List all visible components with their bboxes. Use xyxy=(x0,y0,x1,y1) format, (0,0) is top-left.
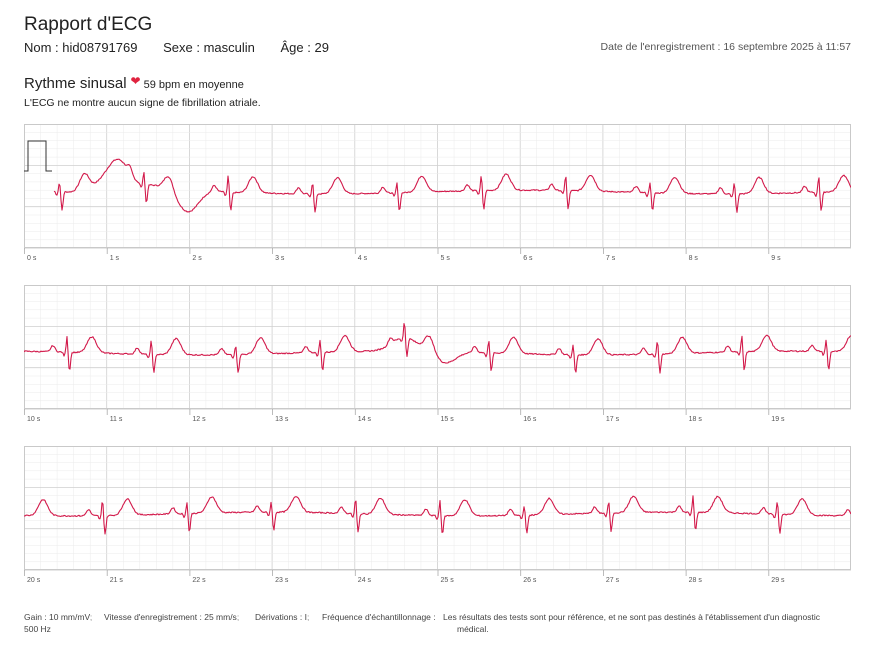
footer-speed: Vitesse d'enregistrement : 25 mm/s; xyxy=(104,612,240,622)
report-title: Rapport d'ECG xyxy=(24,14,153,35)
recording-date: Date de l'enregistrement : 16 septembre … xyxy=(600,41,851,53)
time-tick-label: 7 s xyxy=(606,255,616,262)
time-tick-label: 20 s xyxy=(27,577,41,584)
footer-leads: Dérivations : I; xyxy=(255,612,310,622)
time-tick-label: 29 s xyxy=(771,577,785,584)
time-tick-label: 5 s xyxy=(441,255,451,262)
time-tick-label: 9 s xyxy=(771,255,781,262)
time-tick-label: 19 s xyxy=(771,416,785,423)
time-tick-label: 1 s xyxy=(110,255,120,262)
time-tick-label: 15 s xyxy=(441,416,455,423)
patient-name: Nom : hid08791769 xyxy=(24,40,138,55)
heart-icon: ❤ xyxy=(130,74,141,88)
time-tick-label: 22 s xyxy=(192,577,206,584)
footer-gain-rate: 500 Hz xyxy=(24,624,51,634)
time-tick-label: 0 s xyxy=(27,255,37,262)
ecg-trace xyxy=(24,323,851,374)
ecg-strip-2: 10 s 11 s 12 s 13 s 14 s 15 s 16 s 17 s 18 s 19 s xyxy=(24,285,851,433)
time-tick-label: 2 s xyxy=(192,255,202,262)
footer-disclaimer: Les résultats des tests sont pour référe… xyxy=(443,612,820,634)
footer-gain: Gain : 10 mm/mV; 500 Hz xyxy=(24,612,93,634)
time-tick-label: 28 s xyxy=(689,577,703,584)
footer-sampling: Fréquence d'échantillonnage : xyxy=(322,612,436,622)
afib-note: L'ECG ne montre aucun signe de fibrillat… xyxy=(24,97,261,109)
patient-sex: Sexe : masculin xyxy=(163,40,255,55)
ecg-strip-3: 20 s 21 s 22 s 23 s 24 s 25 s 26 s 27 s 28 s 29 s xyxy=(24,446,851,594)
time-tick-label: 6 s xyxy=(523,255,533,262)
time-tick-label: 24 s xyxy=(358,577,372,584)
time-tick-label: 26 s xyxy=(523,577,537,584)
rhythm-label: Rythme sinusal xyxy=(24,75,127,92)
time-tick-label: 13 s xyxy=(275,416,289,423)
average-bpm: 59 bpm en moyenne xyxy=(143,79,244,91)
ecg-grid xyxy=(24,446,851,571)
time-tick-label: 23 s xyxy=(275,577,289,584)
time-tick-label: 25 s xyxy=(441,577,455,584)
time-tick-label: 3 s xyxy=(275,255,285,262)
rhythm-summary: Rythme sinusal ❤ 59 bpm en moyenne xyxy=(24,74,244,92)
time-tick-label: 10 s xyxy=(27,416,41,423)
ecg-grid xyxy=(24,285,851,410)
ecg-strip-svg-1: 0 s 1 s 2 s 3 s 4 s 5 s 6 s 7 s 8 s 9 s xyxy=(24,124,851,262)
ecg-strip-svg-2: 10 s 11 s 12 s 13 s 14 s 15 s 16 s 17 s 18 s 19 s xyxy=(24,285,851,423)
time-tick-label: 8 s xyxy=(689,255,699,262)
time-tick-label: 18 s xyxy=(689,416,703,423)
ecg-strip-svg-3: 20 s 21 s 22 s 23 s 24 s 25 s 26 s 27 s 28 s 29 s xyxy=(24,446,851,584)
ecg-trace xyxy=(53,158,851,213)
patient-age: Âge : 29 xyxy=(280,40,329,55)
time-tick-label: 4 s xyxy=(358,255,368,262)
ecg-grid xyxy=(24,124,851,249)
time-tick-label: 12 s xyxy=(192,416,206,423)
ecg-trace xyxy=(24,495,851,535)
calibration-pulse xyxy=(24,140,52,172)
patient-info: Nom : hid08791769 Sexe : masculin Âge : … xyxy=(24,40,351,55)
time-tick-label: 27 s xyxy=(606,577,620,584)
ecg-strip-1: 0 s 1 s 2 s 3 s 4 s 5 s 6 s 7 s 8 s 9 s xyxy=(24,124,851,272)
time-tick-label: 11 s xyxy=(110,416,123,423)
time-tick-label: 17 s xyxy=(606,416,620,423)
time-tick-label: 21 s xyxy=(110,577,124,584)
time-tick-label: 16 s xyxy=(523,416,537,423)
time-tick-label: 14 s xyxy=(358,416,372,423)
